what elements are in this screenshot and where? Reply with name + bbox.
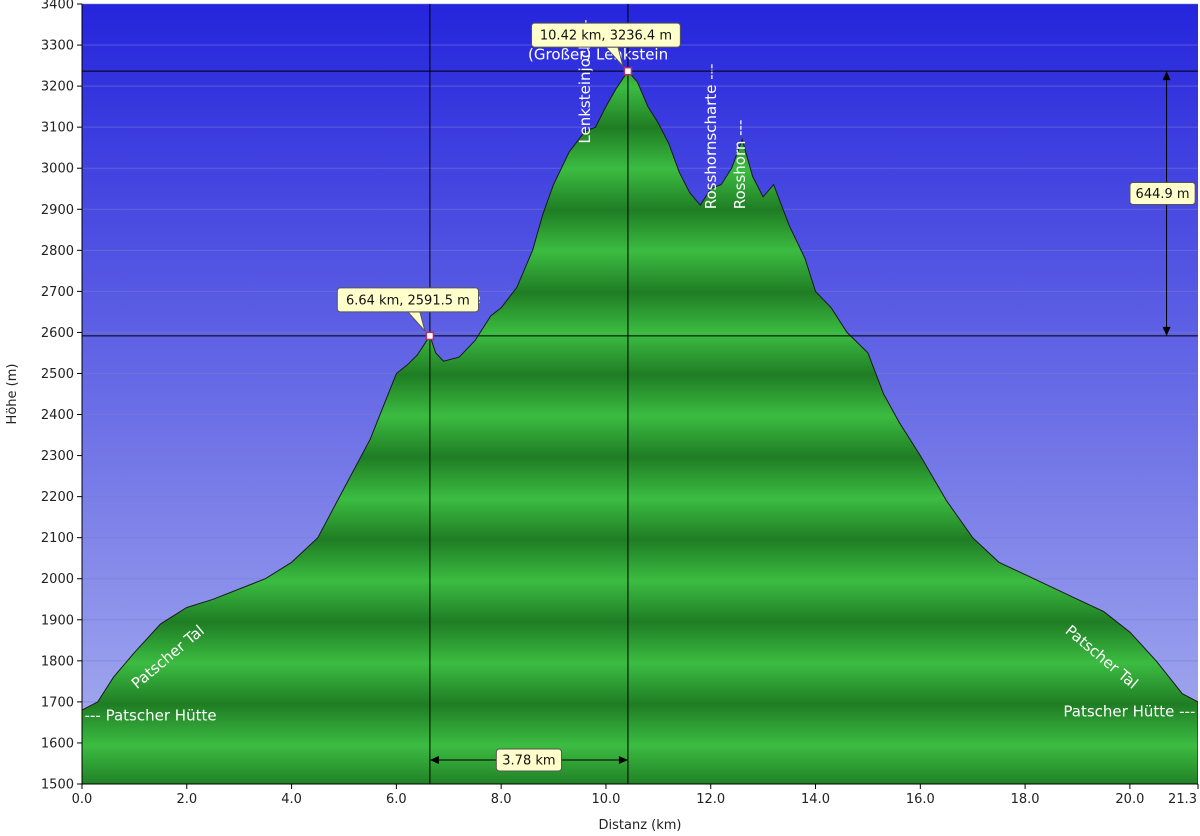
annotation-label: --- Patscher Hütte <box>85 706 217 724</box>
marker-callout-label: 10.42 km, 3236.4 m <box>540 29 672 44</box>
y-tick-label: 3200 <box>41 80 74 95</box>
marker-callout-label: 6.64 km, 2591.5 m <box>346 293 470 308</box>
marker-callout-box <box>336 287 479 313</box>
marker-point <box>623 66 633 76</box>
x-tick-label: 16.0 <box>906 792 935 807</box>
y-tick-label: 2400 <box>41 408 74 423</box>
y-tick-label: 3100 <box>41 121 74 136</box>
arrow-head <box>1162 71 1171 81</box>
marker-callout-box <box>531 22 681 48</box>
x-tick-label: 12.0 <box>696 792 725 807</box>
arrow-head <box>429 756 439 764</box>
x-tick-label: 4.0 <box>281 792 302 807</box>
annotation-label: Rosshorn --- <box>731 120 749 210</box>
height-label-box <box>1129 182 1196 206</box>
axes: 1500 1600 1700 1800 1900 2000 2100 2200 2300 2400… <box>5 0 1199 833</box>
x-tick-label: 18.0 <box>1011 792 1040 807</box>
x-tick-label: 2.0 <box>176 792 197 807</box>
annotation-label: Lenksteinjoch --- <box>576 19 594 143</box>
y-tick-label: 2300 <box>41 449 74 464</box>
y-tick-label: 2600 <box>41 326 74 341</box>
y-tick-label: 2200 <box>41 490 74 505</box>
x-tick-label: 14.0 <box>801 792 830 807</box>
annotation-label: Rosshornscharte --- <box>702 64 720 210</box>
x-axis-title: Distanz (km) <box>599 818 682 833</box>
y-tick-label: 1800 <box>41 654 74 669</box>
x-tick-label: 20.0 <box>1115 792 1144 807</box>
y-tick-label: 2500 <box>41 367 74 382</box>
annotation-label: Patscher Hütte --- <box>1063 702 1195 720</box>
y-tick-label: 3000 <box>41 162 74 177</box>
y-tick-label: 2700 <box>41 285 74 300</box>
y-tick-label: 2000 <box>41 572 74 587</box>
y-tick-label: 1700 <box>41 695 74 710</box>
x-tick-label: 21.3 <box>1168 792 1197 807</box>
x-tick-label: 8.0 <box>491 792 512 807</box>
y-tick-label: 1600 <box>41 736 74 751</box>
y-axis-title: Höhe (m) <box>5 364 20 425</box>
y-tick-label: 3400 <box>41 0 74 13</box>
y-tick-label: 3300 <box>41 39 74 54</box>
distance-label-box <box>495 748 563 772</box>
arrow-head <box>618 756 628 764</box>
measurement-overlay: 3.78 km 644.9 m 6.64 km, 2591.5 m 10.42 km,… <box>82 4 1198 784</box>
x-tick-label: 6.0 <box>386 792 407 807</box>
x-tick-label: 10.0 <box>591 792 620 807</box>
y-tick-label: 1500 <box>41 778 74 793</box>
annotation-label: (Großer) Lenkstein <box>528 45 668 63</box>
x-tick-label: 0.0 <box>72 792 93 807</box>
distance-label: 3.78 km <box>502 754 555 769</box>
y-tick-label: 2900 <box>41 203 74 218</box>
height-label: 644.9 m <box>1136 187 1190 202</box>
elevation-area <box>82 70 1198 784</box>
marker-point <box>425 331 435 341</box>
y-tick-label: 2800 <box>41 244 74 259</box>
y-tick-label: 1900 <box>41 613 74 628</box>
y-tick-label: 2100 <box>41 531 74 546</box>
arrow-head <box>1162 326 1171 336</box>
elevation-profile-area <box>82 70 1198 784</box>
